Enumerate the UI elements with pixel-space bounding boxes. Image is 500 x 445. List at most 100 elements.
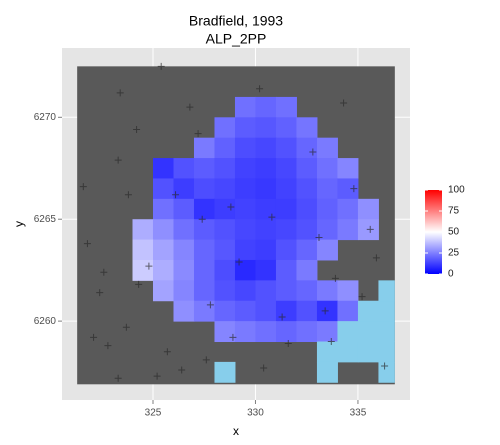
heat-cell [132,219,154,241]
point-marker [350,185,358,193]
heat-cell [316,158,338,179]
water-cell [378,321,395,343]
heat-cell [296,280,318,302]
point-marker [114,156,122,164]
point-marker [124,191,132,199]
point-marker [321,307,329,315]
heat-cell [193,219,215,241]
water-cell [357,341,379,363]
water-cell [337,321,359,343]
heat-cell [173,259,195,281]
point-marker [83,240,91,248]
heat-cell [296,117,318,139]
water-cell [214,361,236,383]
heat-cell [275,219,297,241]
heat-cell [132,239,154,261]
heat-cell [255,96,277,118]
point-marker [178,366,186,374]
heat-cell [152,280,174,302]
heat-cell [234,117,256,139]
point-marker [235,258,243,266]
point-marker [340,99,348,107]
heat-cell [275,300,297,322]
point-marker [206,301,214,309]
heat-cell [234,219,256,241]
heat-cell [255,219,277,241]
water-cell [378,341,395,363]
heat-cell [337,198,359,220]
heat-cell [255,259,277,281]
heat-cell [214,239,236,261]
point-marker [186,103,194,111]
heat-cell [255,178,277,200]
heat-cell [255,300,277,322]
point-marker [135,280,143,288]
heat-cell [193,137,215,159]
heat-cell [132,259,154,281]
heat-cell [275,178,297,200]
point-marker [260,364,268,372]
point-marker [172,191,180,199]
point-marker [372,254,380,262]
point-marker [229,333,237,341]
chart-title: Bradfield, 1993 [189,13,283,29]
legend-tick-label: 0 [448,269,454,280]
heat-cell [316,178,338,200]
heat-cell [255,117,277,139]
heat-cell [214,219,236,241]
heat-cell [214,300,236,322]
point-marker [256,85,264,93]
heat-cell [296,321,318,343]
heat-cell [255,239,277,261]
heat-cell [234,137,256,159]
heat-cell [234,96,256,118]
heat-cell [173,178,195,200]
heat-cell [255,321,277,343]
y-tick-label: 6265 [34,214,57,225]
point-marker [268,213,276,221]
heat-cell [296,300,318,322]
heat-cell [234,259,256,281]
heat-cell [255,158,277,179]
heat-cell [275,280,297,302]
point-marker [284,340,292,348]
x-axis-label: x [233,424,239,438]
heat-cell [173,219,195,241]
heat-cell [316,280,338,302]
heat-cell [173,239,195,261]
heat-cell [255,137,277,159]
heat-cell [214,259,236,281]
point-marker [331,274,339,282]
point-marker [194,130,202,138]
water-cell [357,321,379,343]
point-marker [278,313,286,321]
point-marker [133,126,141,134]
point-marker [90,333,98,341]
heat-cell [234,158,256,179]
heat-cell [152,219,174,241]
heat-cell [152,198,174,220]
heat-cell [316,137,338,159]
water-cell [316,341,338,363]
heat-cell [214,321,236,343]
heat-cell [234,198,256,220]
point-marker [202,356,210,364]
heat-cell [193,239,215,261]
heat-cell [275,137,297,159]
heat-cell [234,178,256,200]
legend-colorbar [425,190,442,274]
point-marker [366,225,374,233]
heat-cell [316,198,338,220]
point-marker [96,289,104,297]
heat-cell [337,219,359,241]
point-marker [327,338,335,346]
water-cell [357,300,379,322]
heat-cell [296,178,318,200]
legend-tick-label: 25 [448,248,460,259]
heat-cell [275,239,297,261]
x-tick-label: 325 [145,408,162,419]
water-cell [378,361,395,383]
point-marker [163,348,171,356]
heat-cell [316,219,338,241]
